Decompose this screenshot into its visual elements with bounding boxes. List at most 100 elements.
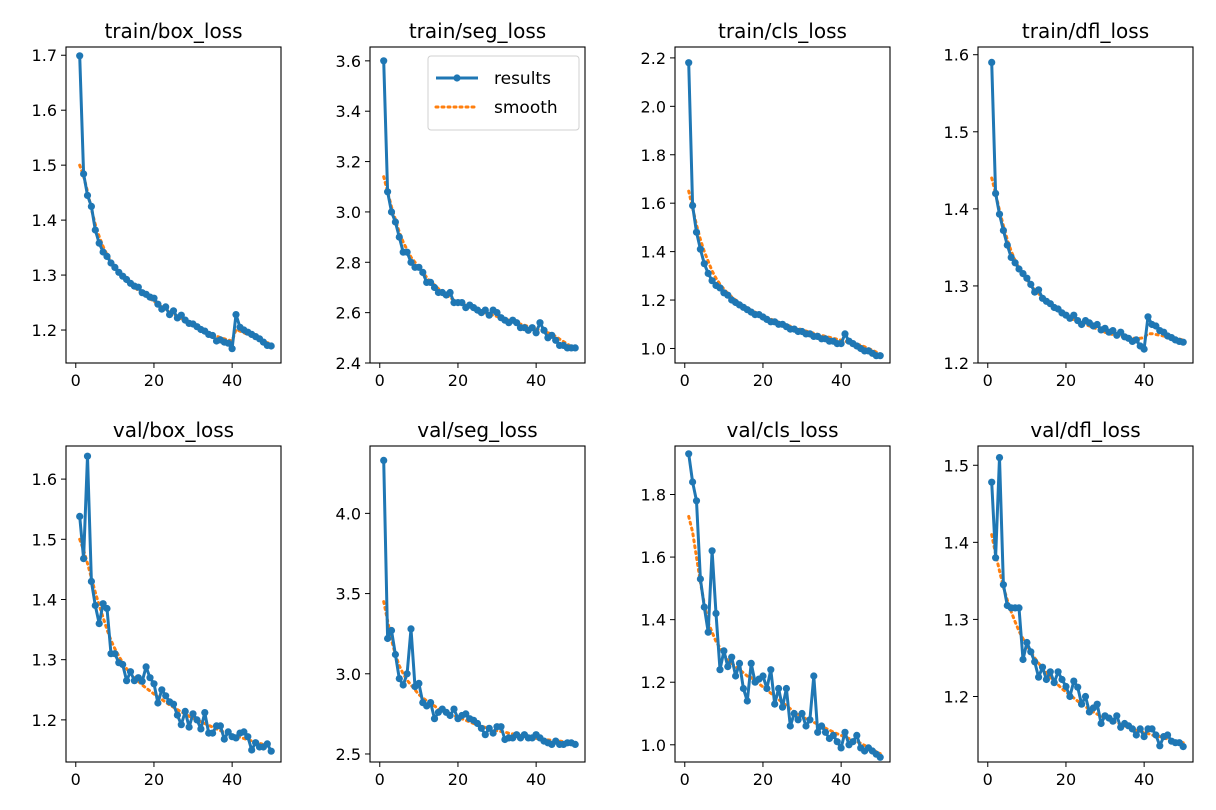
results-point (696, 245, 705, 253)
x-tick-label: 20 (1056, 770, 1076, 789)
results-point (267, 747, 275, 755)
results-point (248, 746, 256, 754)
results-point (458, 299, 466, 307)
results-point (126, 668, 135, 676)
y-tick-label: 3.2 (336, 153, 361, 172)
results-point (571, 344, 579, 352)
results-point (720, 647, 728, 655)
results-point (1035, 673, 1043, 681)
panel-train-box-loss: train/box_loss 0 20 40 1.2 1.3 1.4 1.5 1.6 1.7 (32, 19, 282, 390)
results-point (1058, 675, 1066, 684)
results-point (83, 191, 92, 199)
y-tick-label: 2.6 (336, 304, 361, 323)
results-point (999, 226, 1008, 234)
results-point (220, 735, 228, 743)
results-point (1054, 668, 1062, 676)
results-point (1074, 683, 1082, 691)
results-point (841, 728, 849, 736)
results-point (387, 626, 396, 635)
results-point (1113, 712, 1121, 720)
results-series-line (382, 460, 576, 746)
x-tick-label: 20 (753, 371, 773, 390)
y-tick-label: 1.4 (944, 200, 969, 219)
results-point (80, 170, 88, 178)
x-tick-label: 20 (144, 770, 164, 789)
results-point (528, 324, 536, 332)
results-point (810, 672, 818, 680)
results-point (446, 288, 454, 297)
results-point (399, 681, 407, 689)
y-tick-label: 2.4 (336, 354, 361, 373)
y-tick-label: 2.2 (641, 49, 666, 68)
results-point (189, 710, 197, 718)
y-tick-label: 1.0 (641, 339, 666, 358)
results-point (76, 512, 84, 521)
panel-train-cls-loss: train/cls_loss 0 20 40 1.0 1.2 1.4 1.6 1.8 2.0 2.2 (641, 19, 891, 390)
results-point (473, 719, 482, 728)
results-point (169, 307, 178, 315)
y-tick-label: 1.4 (944, 533, 969, 552)
results-point (700, 603, 708, 611)
y-tick-label: 1.5 (32, 530, 57, 549)
results-point (1062, 682, 1070, 691)
results-point (1093, 700, 1101, 708)
axes-frame (977, 445, 1194, 763)
results-point (692, 228, 701, 236)
results-point (111, 650, 119, 658)
plot-area (380, 57, 579, 352)
results-point (493, 309, 501, 317)
results-point (395, 675, 403, 683)
results-point (1132, 336, 1140, 344)
panel-val-seg-loss: val/seg_loss 0 20 40 2.5 3.0 3.5 4.0 (336, 418, 586, 789)
results-point (743, 697, 751, 705)
results-point (988, 478, 996, 486)
results-point (532, 329, 540, 337)
y-tick-label: 3.0 (336, 203, 361, 222)
results-point (446, 711, 454, 720)
x-tick-label: 20 (144, 371, 164, 390)
results-point (380, 456, 388, 464)
results-point (244, 733, 252, 741)
legend-results-label: results (494, 69, 551, 89)
results-point (778, 703, 787, 711)
y-tick-label: 1.5 (32, 156, 57, 175)
results-point (209, 729, 217, 737)
results-point (1132, 731, 1140, 739)
results-point (775, 684, 783, 693)
results-point (995, 210, 1004, 218)
plot-area (988, 454, 1187, 751)
axes-frame (977, 46, 1194, 364)
results-point (87, 577, 95, 586)
y-tick-label: 1.8 (641, 485, 666, 504)
x-tick-label: 0 (680, 371, 690, 390)
results-point (829, 731, 837, 740)
results-point (169, 700, 178, 708)
results-point (91, 226, 99, 234)
y-tick-label: 1.0 (641, 736, 666, 755)
results-point (1148, 725, 1156, 733)
results-point (83, 452, 92, 460)
results-point (415, 679, 423, 688)
results-point (462, 710, 470, 718)
results-point (540, 326, 548, 334)
results-point (837, 340, 845, 348)
results-point (185, 723, 193, 731)
results-point (1140, 345, 1148, 353)
results-point (798, 709, 806, 718)
results-point (1027, 280, 1035, 288)
results-point (485, 724, 493, 732)
results-point (419, 268, 427, 276)
results-point (876, 352, 884, 360)
panel-val-cls-loss: val/cls_loss 0 20 40 1.0 1.2 1.4 1.6 1.8 (641, 418, 891, 789)
legend-box (427, 55, 580, 131)
x-tick-label: 0 (375, 770, 385, 789)
y-tick-label: 1.3 (32, 266, 57, 285)
x-tick-label: 0 (983, 770, 993, 789)
y-tick-label: 2.0 (641, 97, 666, 116)
results-point (782, 684, 791, 693)
results-point (134, 283, 142, 291)
results-point (209, 331, 217, 340)
results-point (999, 581, 1008, 589)
results-point (728, 653, 736, 661)
results-point (91, 601, 99, 610)
